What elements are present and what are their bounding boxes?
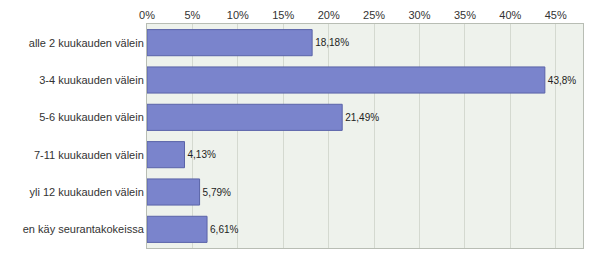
svg-text:alle 2 kuukauden välein: alle 2 kuukauden välein — [29, 37, 144, 49]
svg-text:30%: 30% — [408, 9, 430, 21]
svg-text:yli 12 kuukauden välein: yli 12 kuukauden välein — [29, 186, 143, 198]
svg-text:45%: 45% — [545, 9, 567, 21]
svg-text:4,13%: 4,13% — [188, 149, 216, 160]
svg-text:5%: 5% — [184, 9, 200, 21]
svg-text:7-11 kuukauden välein: 7-11 kuukauden välein — [34, 149, 144, 161]
svg-text:0%: 0% — [139, 9, 155, 21]
svg-text:35%: 35% — [454, 9, 476, 21]
svg-text:25%: 25% — [363, 9, 385, 21]
svg-text:21,49%: 21,49% — [345, 112, 379, 123]
svg-text:5,79%: 5,79% — [203, 187, 231, 198]
svg-text:40%: 40% — [499, 9, 521, 21]
svg-text:20%: 20% — [318, 9, 340, 21]
svg-text:43,8%: 43,8% — [548, 75, 576, 86]
svg-text:6,61%: 6,61% — [210, 224, 238, 235]
svg-text:en käy seurantakokeissa: en käy seurantakokeissa — [23, 223, 145, 235]
svg-text:5-6 kuukauden välein: 5-6 kuukauden välein — [39, 111, 144, 123]
svg-text:3-4 kuukauden välein: 3-4 kuukauden välein — [39, 74, 144, 86]
svg-text:10%: 10% — [227, 9, 249, 21]
svg-text:15%: 15% — [272, 9, 294, 21]
svg-text:18,18%: 18,18% — [315, 37, 349, 48]
